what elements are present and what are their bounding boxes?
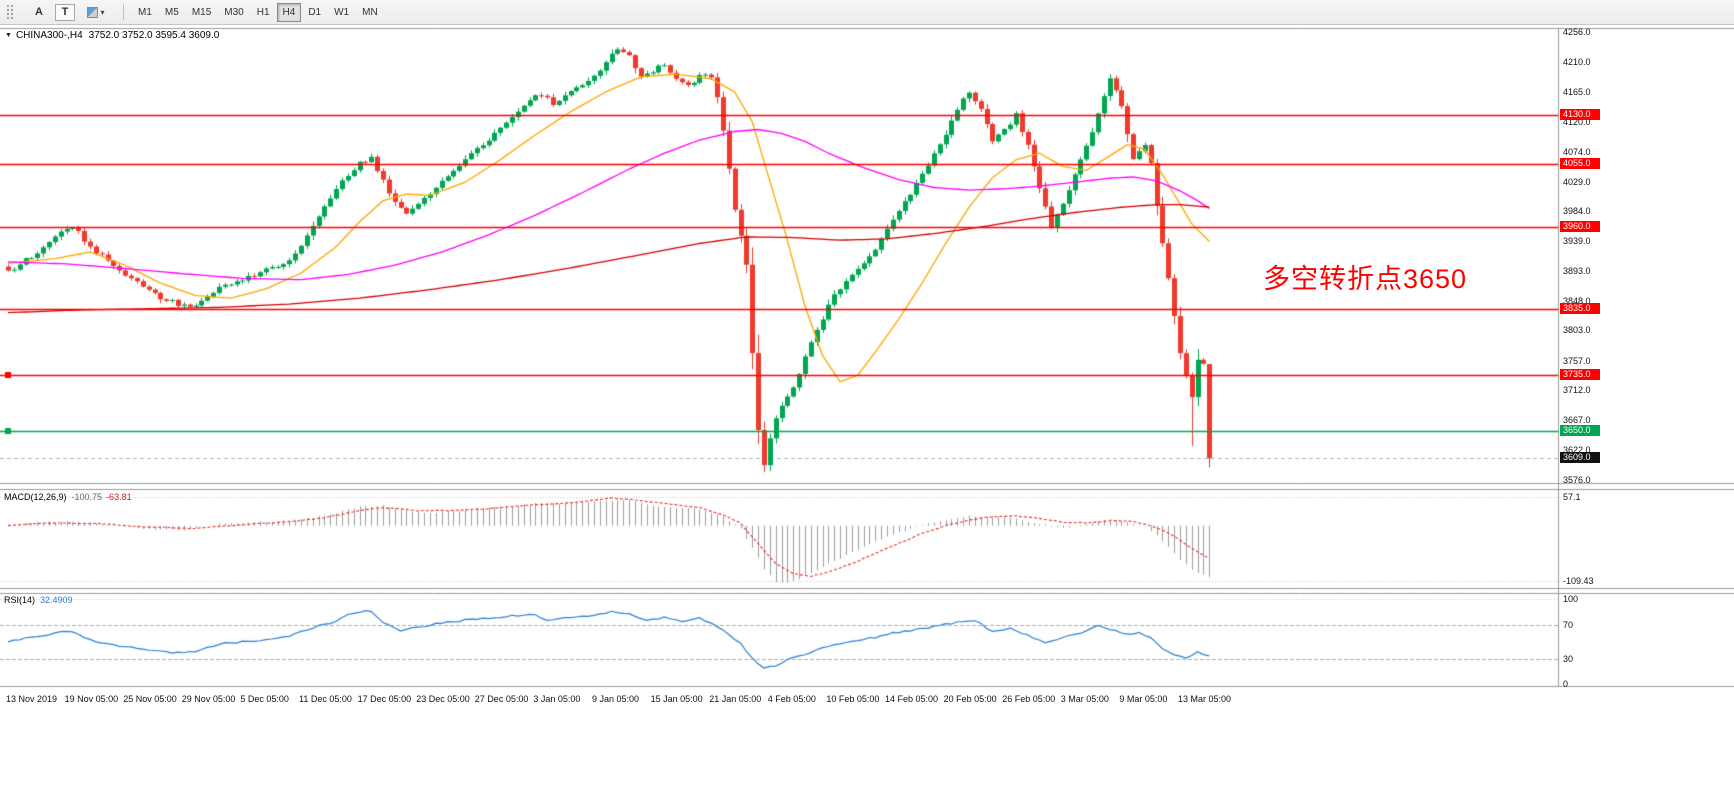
price-level-tag: 3960.0 [1560,221,1600,232]
rsi-value: 32.4909 [40,595,73,605]
price-axis-label: 3803.0 [1563,325,1591,336]
time-axis-label: 5 Dec 05:00 [240,694,289,704]
price-axis-label: 4256.0 [1563,27,1591,37]
toolbar: A T ▾ M1 M5 M15 M30 H1 H4 D1 W1 MN [0,0,1734,25]
ohlc-values: 3752.0 3752.0 3595.4 3609.0 [88,30,220,41]
price-axis-label: 3984.0 [1563,206,1591,217]
annotation-text: 多空转折点3650 [1263,264,1468,294]
time-axis-label: 20 Feb 05:00 [943,694,997,704]
timeframe-button-m1[interactable]: M1 [132,3,158,22]
rsi-name: RSI(14) [4,595,36,605]
timeframe-button-m5[interactable]: M5 [159,3,185,22]
rsi-axis-label: 70 [1563,619,1574,630]
rsi-axis-label: 30 [1563,653,1574,664]
arrow-tool-button[interactable]: A [27,3,51,22]
timeframe-button-m30[interactable]: M30 [218,3,249,22]
price-axis-label: 4120.0 [1563,116,1591,127]
symbol-period-label: CHINA300-,H4 [15,30,83,41]
chart-canvas[interactable] [0,25,1734,788]
bid-price-tag: 3609.0 [1560,452,1600,464]
price-axis-label: 3848.0 [1563,295,1591,306]
time-axis-label: 23 Dec 05:00 [416,694,470,704]
macd-signal-value: -63.81 [106,492,132,502]
price-axis-label: 4210.0 [1563,57,1591,68]
rsi-axis-label: 0 [1563,679,1569,689]
time-axis-label: 25 Nov 05:00 [123,694,177,704]
timeframe-button-mn[interactable]: MN [356,3,384,22]
time-axis-label: 10 Feb 05:00 [826,694,880,704]
macd-indicator-label: MACD(12,26,9) -100.75 -63.81 [4,492,132,502]
palette-icon [87,6,99,18]
time-axis-label: 14 Feb 05:00 [885,694,939,704]
price-axis-label: 3576.0 [1563,475,1591,485]
toolbar-grip-icon[interactable] [6,4,15,20]
colors-dropdown-button[interactable]: ▾ [79,3,113,22]
price-level-tag: 3735.0 [1560,369,1600,381]
price-axis-label: 3893.0 [1563,266,1591,277]
macd-axis-label: -109.43 [1563,576,1594,586]
price-level-tag: 3835.0 [1560,303,1600,315]
macd-name: MACD(12,26,9) [4,492,67,502]
time-axis-label: 3 Mar 05:00 [1060,694,1109,704]
time-axis-label: 9 Jan 05:00 [592,694,640,704]
time-axis-label: 4 Feb 05:00 [767,694,816,704]
macd-axis-label: 57.1 [1563,492,1581,502]
timeframe-button-w1[interactable]: W1 [328,3,355,22]
time-axis[interactable]: 13 Nov 2019 19 Nov 05:00 25 Nov 05:00 29 No… [0,694,1734,708]
rsi-indicator-label: RSI(14) 32.4909 [4,595,73,605]
time-axis-label: 29 Nov 05:00 [181,694,236,704]
time-axis-label: 21 Jan 05:00 [709,694,762,704]
timeframe-button-h1[interactable]: H1 [251,3,276,22]
price-level-tag: 4130.0 [1560,109,1600,120]
price-axis-label: 3712.0 [1563,385,1591,396]
time-axis-label: 9 Mar 05:00 [1119,694,1168,704]
price-level-tag: 3650.0 [1560,425,1600,437]
time-axis-label: 13 Mar 05:00 [1178,694,1232,704]
price-axis-label: 4165.0 [1563,86,1591,97]
price-axis-label: 3939.0 [1563,235,1591,246]
toolbar-separator [123,4,124,20]
time-axis-label: 27 Dec 05:00 [474,694,529,704]
time-axis-label: 13 Nov 2019 [6,694,58,704]
time-axis-label: 17 Dec 05:00 [357,694,412,704]
macd-main-value: -100.75 [71,492,103,502]
price-axis-label: 4074.0 [1563,146,1591,157]
time-axis-label: 15 Jan 05:00 [650,694,703,704]
price-axis-label: 3622.0 [1563,444,1591,455]
price-axis-label: 4029.0 [1563,176,1591,187]
rsi-axis-label: 100 [1563,594,1579,604]
chart-dropdown-icon[interactable]: ▼ [5,32,12,39]
time-axis-label: 3 Jan 05:00 [533,694,581,704]
time-axis-label: 11 Dec 05:00 [299,694,352,704]
time-axis-label: 19 Nov 05:00 [64,694,119,704]
price-axis-label: 3667.0 [1563,415,1591,426]
chart-title: ▼ CHINA300-,H4 3752.0 3752.0 3595.4 3609.0 [5,30,219,41]
timeframe-button-d1[interactable]: D1 [302,3,327,22]
timeframe-button-m15[interactable]: M15 [186,3,217,22]
time-axis-label: 26 Feb 05:00 [1002,694,1056,704]
price-axis[interactable]: 4256.0 4210.0 4165.0 4120.0 4074.0 4029.0 3984… [1558,25,1734,788]
price-level-tag: 4055.0 [1560,158,1600,170]
timeframe-button-h4[interactable]: H4 [276,2,302,22]
price-axis-label: 3757.0 [1563,355,1591,366]
chevron-down-icon: ▾ [100,7,105,17]
timeframe-group: M1 M5 M15 M30 H1 H4 D1 W1 MN [132,2,384,22]
text-tool-button[interactable]: T [55,3,75,21]
chart-area[interactable]: ▼ CHINA300-,H4 3752.0 3752.0 3595.4 3609.0… [0,25,1734,788]
